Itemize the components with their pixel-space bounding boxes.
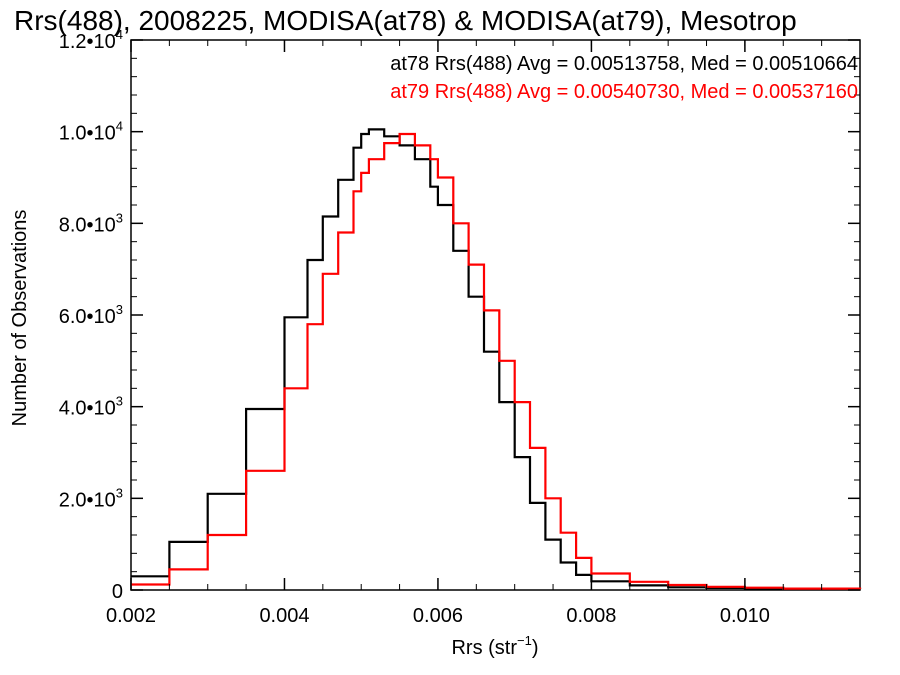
x-axis-label: Rrs (str−1)	[451, 633, 538, 659]
plot-border	[130, 39, 861, 591]
x-tick-label-2: 0.006	[413, 605, 463, 627]
x-tick-label-4: 0.010	[720, 605, 770, 627]
y-tick-label-5: 1.0•104	[59, 119, 123, 145]
x-tick-label-0: 0.002	[106, 605, 156, 627]
x-axis-label-end: )	[532, 637, 539, 659]
series-line-0	[131, 128, 862, 590]
y-tick-label-3: 6.0•103	[59, 302, 123, 328]
series-line-1	[131, 132, 862, 590]
legend-entry-at78: at78 Rrs(488) Avg = 0.00513758, Med = 0.…	[390, 53, 858, 75]
y-tick-label-1: 2.0•103	[59, 485, 123, 511]
y-axis-label: Number of Observations	[9, 210, 31, 427]
x-axis: 0.002 0.004 0.006 0.008 0.010	[106, 40, 823, 627]
plot-frame	[130, 39, 861, 591]
y-tick-label-0: 0	[112, 581, 123, 603]
y-axis: 0 2.0•103 4.0•103 6.0•103 8.0•103 1.0•104 1.2•…	[59, 27, 860, 603]
legend-entry-at79: at79 Rrs(488) Avg = 0.00540730, Med = 0.…	[390, 81, 858, 103]
x-tick-label-1: 0.004	[259, 605, 309, 627]
y-tick-label-2: 4.0•103	[59, 394, 123, 420]
legend: at78 Rrs(488) Avg = 0.00513758, Med = 0.…	[390, 53, 858, 103]
x-axis-label-sup: −1	[517, 633, 532, 648]
chart-title: Rrs(488), 2008225, MODISA(at78) & MODISA…	[14, 5, 797, 36]
y-tick-label-6: 1.2•104	[59, 27, 123, 53]
y-tick-label-4: 8.0•103	[59, 210, 123, 236]
x-axis-label-main: Rrs (str	[451, 637, 517, 659]
series-layer	[131, 128, 862, 590]
x-tick-label-3: 0.008	[566, 605, 616, 627]
